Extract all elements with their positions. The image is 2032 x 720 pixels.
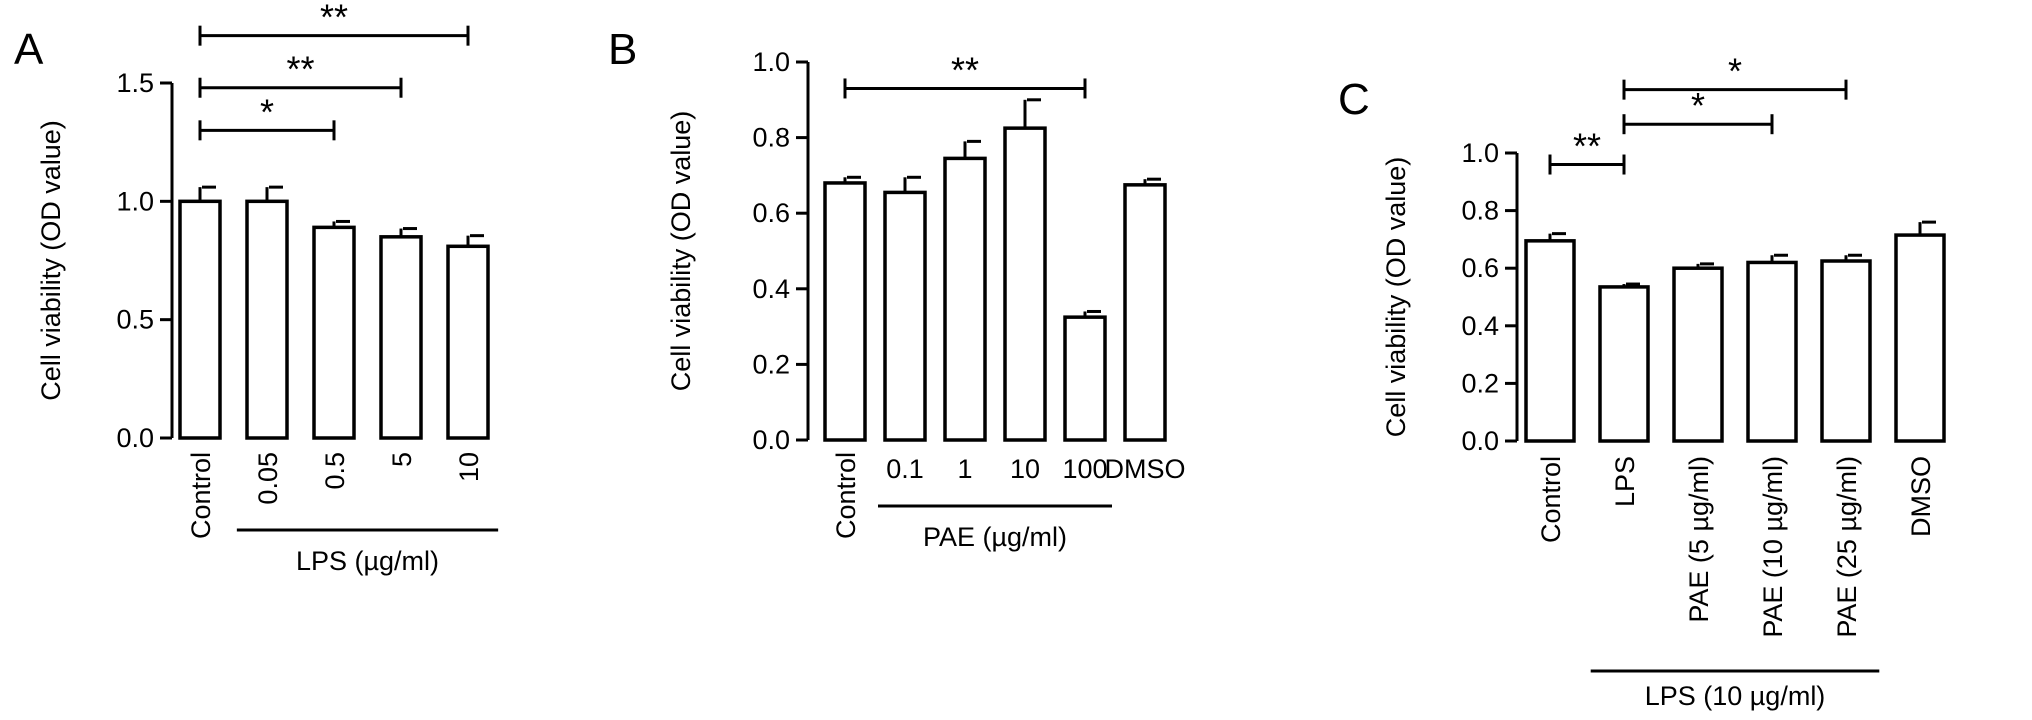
category-label: DMSO xyxy=(1906,456,1936,537)
bar xyxy=(312,225,356,440)
bar xyxy=(1746,260,1798,443)
y-tick-label: 0.4 xyxy=(752,274,790,304)
y-tick-label: 0.2 xyxy=(1461,368,1499,398)
category-label: 100 xyxy=(1062,454,1107,484)
y-tick-label: 1.0 xyxy=(752,47,790,77)
category-label: Control xyxy=(831,452,861,539)
category-label: PAE (5 µg/ml) xyxy=(1684,456,1714,623)
significance-label: ** xyxy=(320,0,348,38)
bar xyxy=(1598,285,1650,443)
y-tick-label: 0.0 xyxy=(752,425,790,455)
category-label: DMSO xyxy=(1105,454,1186,484)
bar xyxy=(1003,126,1047,442)
significance-label: * xyxy=(1728,51,1742,92)
panel-letter: C xyxy=(1338,75,1370,124)
y-axis-label: Cell viability (OD value) xyxy=(36,120,66,401)
bar xyxy=(1672,266,1724,443)
category-label: LPS xyxy=(1610,456,1640,507)
y-tick-label: 0.6 xyxy=(1461,253,1499,283)
category-label: 1 xyxy=(957,454,972,484)
y-tick-label: 0.4 xyxy=(1461,311,1499,341)
category-label: PAE (10 µg/ml) xyxy=(1758,456,1788,638)
panel-letter: A xyxy=(14,25,44,74)
panel-a: A Cell viability (OD value) 0.0 0.5 1.0 1.5 Co… xyxy=(14,0,499,576)
y-tick-label: 1.0 xyxy=(1461,138,1499,168)
bar xyxy=(1894,233,1946,443)
category-label: Control xyxy=(1536,456,1566,543)
y-axis-label: Cell viability (OD value) xyxy=(666,111,696,392)
bar xyxy=(943,156,987,442)
bar xyxy=(245,199,289,440)
bar xyxy=(823,181,867,442)
y-tick-label: 1.0 xyxy=(116,186,154,216)
bar xyxy=(446,244,490,440)
bar xyxy=(178,199,222,440)
bar xyxy=(883,190,927,442)
y-tick-label: 0.2 xyxy=(752,349,790,379)
y-tick-label: 0.8 xyxy=(1461,196,1499,226)
significance-label: * xyxy=(260,91,274,132)
panel-b: B Cell viability (OD value) 0.0 0.2 0.4 0.6 0.… xyxy=(608,25,1186,552)
category-label: Control xyxy=(186,452,216,539)
y-tick-label: 0.0 xyxy=(1461,426,1499,456)
category-label: 10 xyxy=(454,452,484,482)
bar xyxy=(1524,239,1576,443)
category-label: 5 xyxy=(387,452,417,467)
significance-label: ** xyxy=(286,49,314,90)
y-tick-label: 0.8 xyxy=(752,123,790,153)
significance-label: * xyxy=(1691,85,1705,126)
y-axis-label: Cell viability (OD value) xyxy=(1381,157,1411,438)
bar xyxy=(1063,315,1107,442)
panel-letter: B xyxy=(608,25,637,74)
group-label: LPS (µg/ml) xyxy=(296,546,439,576)
y-tick-label: 0.6 xyxy=(752,198,790,228)
y-tick-label: 1.5 xyxy=(116,68,154,98)
y-tick-label: 0.5 xyxy=(116,305,154,335)
category-label: PAE (25 µg/ml) xyxy=(1832,456,1862,638)
bar xyxy=(1820,259,1872,443)
bar xyxy=(379,235,423,440)
category-label: 0.05 xyxy=(253,452,283,505)
significance-label: ** xyxy=(1573,126,1601,167)
bar xyxy=(1123,183,1167,442)
panel-c: C Cell viability (OD value) 0.0 0.2 0.4 0.6 0.… xyxy=(1338,51,1946,711)
y-tick-label: 0.0 xyxy=(116,423,154,453)
category-label: 10 xyxy=(1010,454,1040,484)
category-label: 0.5 xyxy=(320,452,350,490)
category-label: 0.1 xyxy=(886,454,924,484)
group-label: PAE (µg/ml) xyxy=(923,522,1067,552)
significance-label: ** xyxy=(951,49,979,90)
group-label: LPS (10 µg/ml) xyxy=(1645,681,1826,711)
